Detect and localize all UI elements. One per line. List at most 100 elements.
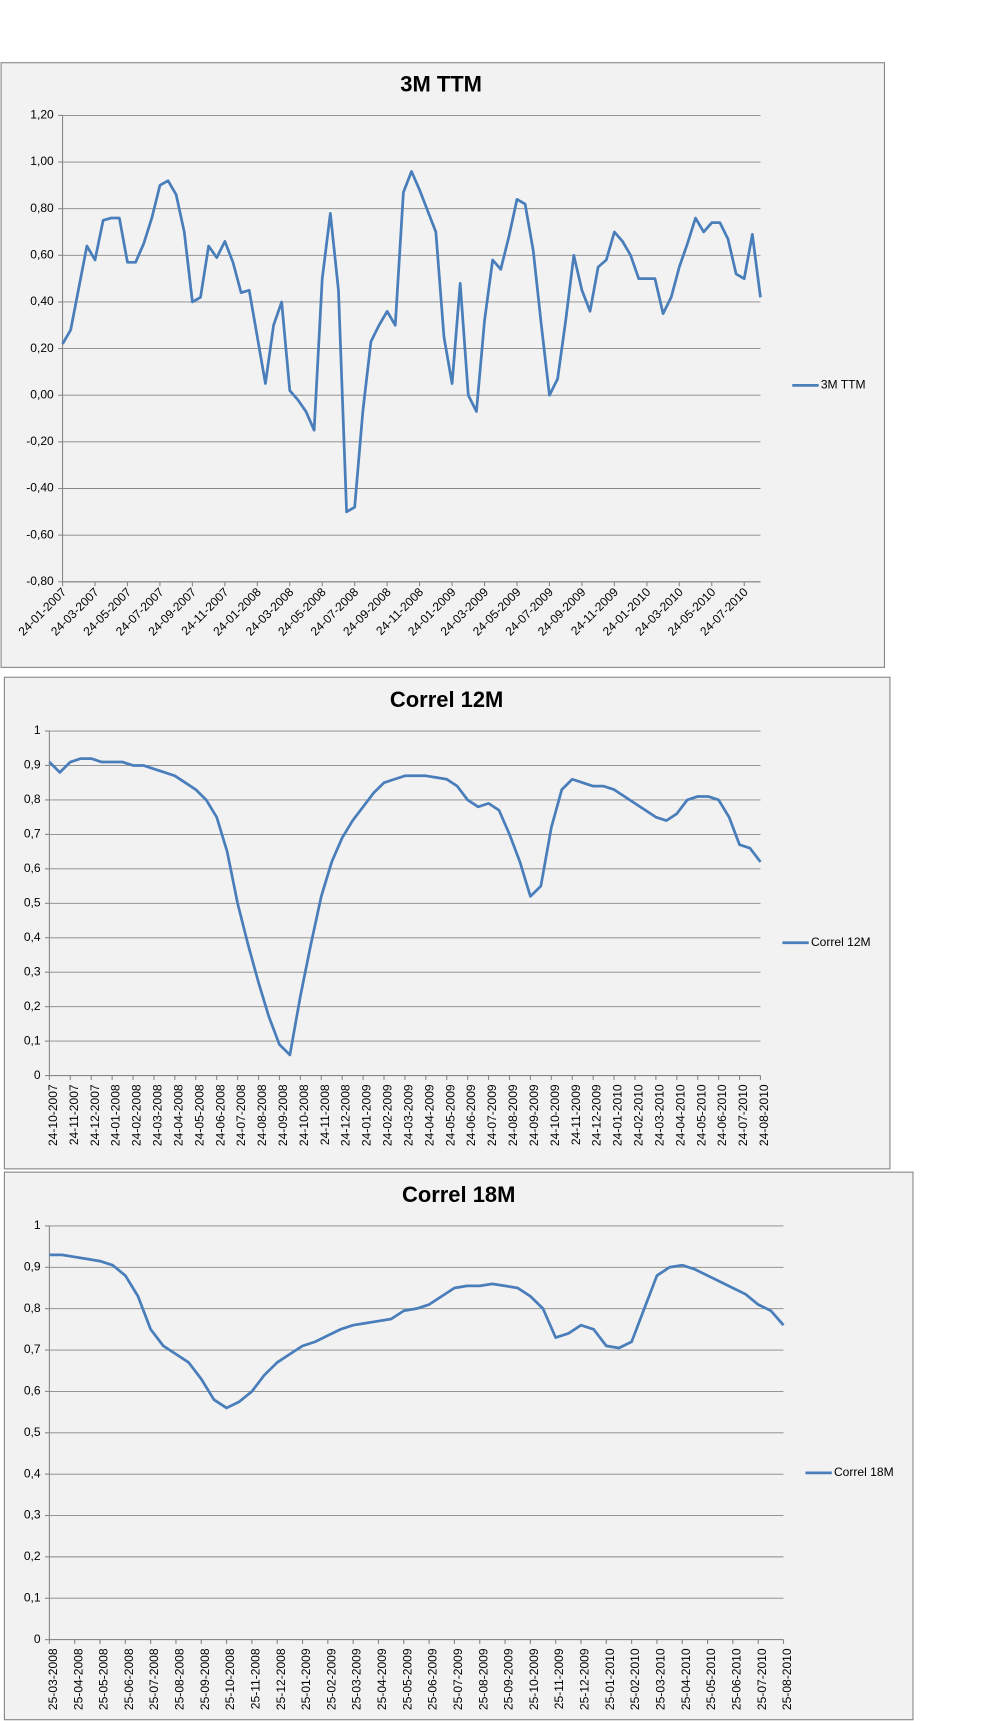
y-tick-label: 0,1	[24, 1033, 41, 1047]
x-tick-label: 25-09-2008	[198, 1648, 212, 1710]
chart: Correl 18M 0 0,1 0,2 0,3 0,4 0,5 0,6 0,7 0,8 0,9 1 2…	[3, 1171, 914, 1721]
chart: 3M TTM 1,20 1,00 0,80 0,60 0,40 0,20 0,00 -0,20 -…	[0, 62, 886, 668]
chart-area	[0, 62, 886, 668]
y-tick-label: 0	[34, 1068, 41, 1082]
x-tick-label: 25-01-2009	[299, 1648, 313, 1710]
x-tick-label: 24-02-2008	[130, 1084, 144, 1146]
x-tick-label: 24-01-2009	[360, 1084, 374, 1146]
x-tick-label: 25-04-2010	[679, 1648, 693, 1710]
x-tick-label: 25-10-2009	[527, 1648, 541, 1710]
x-tick-label: 25-03-2009	[350, 1648, 364, 1710]
x-tick-label: 24-01-2008	[109, 1084, 123, 1146]
x-tick-label: 25-04-2009	[375, 1648, 389, 1710]
y-tick-label: 0,3	[24, 964, 41, 978]
chart-title: Correl 12M	[390, 687, 503, 712]
y-tick-label: 0,20	[30, 341, 54, 355]
y-tick-label: 0,00	[30, 387, 54, 401]
x-tick-label: 25-09-2009	[502, 1648, 516, 1710]
x-tick-label: 25-01-2010	[603, 1648, 617, 1710]
x-tick-label: 24-11-2009	[569, 1084, 583, 1145]
x-tick-label: 25-06-2009	[426, 1648, 440, 1710]
x-tick-label: 24-10-2009	[548, 1084, 562, 1146]
y-tick-label: 0,8	[24, 1301, 41, 1315]
x-tick-label: 25-07-2009	[451, 1648, 465, 1710]
x-tick-label: 25-04-2008	[71, 1648, 85, 1710]
x-tick-label: 24-07-2008	[234, 1084, 248, 1146]
x-tick-label: 25-05-2009	[400, 1648, 414, 1710]
x-tick-label: 24-09-2009	[527, 1084, 541, 1146]
chart-area	[3, 1171, 914, 1721]
x-tick-label: 24-08-2010	[757, 1084, 771, 1146]
x-tick-label: 25-12-2008	[274, 1648, 288, 1710]
x-tick-label: 24-07-2009	[485, 1084, 499, 1146]
y-tick-label: 0,4	[24, 930, 41, 944]
x-tick-label: 25-10-2008	[223, 1648, 237, 1710]
x-tick-label: 24-12-2009	[590, 1084, 604, 1146]
x-tick-label: 24-04-2009	[422, 1084, 436, 1146]
x-tick-label: 24-11-2008	[318, 1084, 332, 1145]
x-tick-label: 24-12-2008	[339, 1084, 353, 1146]
y-tick-label: 0,3	[24, 1508, 41, 1522]
series-line	[48, 757, 762, 1057]
series-line	[61, 169, 762, 514]
legend-label: 3M TTM	[821, 378, 866, 392]
y-tick-label: -0,80	[26, 574, 54, 588]
y-tick-label: -0,60	[26, 527, 54, 541]
y-tick-label: 0,40	[30, 294, 54, 308]
chart-title: Correl 18M	[402, 1182, 515, 1207]
x-tick-label: 25-11-2008	[248, 1648, 262, 1709]
y-tick-label: 0,1	[24, 1590, 41, 1604]
x-tick-label: 24-02-2010	[632, 1084, 646, 1146]
y-tick-label: 0,60	[30, 248, 54, 262]
x-tick-label: 25-08-2008	[173, 1648, 187, 1710]
y-tick-label: 0,8	[24, 792, 41, 806]
y-tick-label: 0,6	[24, 861, 41, 875]
x-tick-label: 24-05-2009	[443, 1084, 457, 1146]
y-tick-label: 0,7	[24, 1342, 41, 1356]
y-tick-label: 0,5	[24, 1425, 41, 1439]
y-tick-label: 1,20	[30, 108, 54, 122]
x-tick-label: 25-11-2009	[552, 1648, 566, 1709]
x-tick-label: 25-02-2010	[628, 1648, 642, 1710]
y-tick-label: 0,5	[24, 895, 41, 909]
y-tick-label: 1,00	[30, 154, 54, 168]
x-tick-label: 24-11-2007	[67, 1084, 81, 1145]
x-tick-label: 24-06-2010	[715, 1084, 729, 1146]
y-tick-label: 0,80	[30, 201, 54, 215]
x-tick-label: 25-05-2010	[704, 1648, 718, 1710]
y-tick-label: 0,9	[24, 758, 41, 772]
y-tick-label: 0,2	[24, 999, 41, 1013]
x-tick-label: 25-05-2008	[97, 1648, 111, 1710]
y-tick-label: 0,6	[24, 1384, 41, 1398]
x-tick-label: 24-08-2008	[255, 1084, 269, 1146]
x-tick-label: 24-02-2009	[381, 1084, 395, 1146]
y-tick-label: -0,20	[26, 434, 54, 448]
x-tick-label: 24-10-2007	[46, 1084, 60, 1146]
x-tick-label: 24-04-2008	[171, 1084, 185, 1146]
x-tick-label: 24-08-2009	[506, 1084, 520, 1146]
y-tick-label: 0	[34, 1632, 41, 1646]
x-tick-label: 25-06-2008	[122, 1648, 136, 1710]
x-tick-label: 25-07-2010	[755, 1648, 769, 1710]
series-line	[49, 1253, 785, 1410]
y-tick-label: 0,9	[24, 1259, 41, 1273]
x-tick-label: 24-05-2008	[192, 1084, 206, 1146]
x-tick-label: 24-09-2008	[276, 1084, 290, 1146]
y-tick-label: 1	[34, 1218, 41, 1232]
x-tick-label: 24-01-2010	[611, 1084, 625, 1146]
x-tick-label: 25-03-2008	[46, 1648, 60, 1710]
x-tick-label: 24-10-2008	[297, 1084, 311, 1146]
chart: Correl 12M 0 0,1 0,2 0,3 0,4 0,5 0,6 0,7 0,8 0,9 1 2…	[3, 676, 891, 1170]
y-tick-label: 0,7	[24, 827, 41, 841]
y-tick-label: -0,40	[26, 481, 54, 495]
x-tick-label: 25-06-2010	[729, 1648, 743, 1710]
x-tick-label: 24-03-2010	[652, 1084, 666, 1146]
x-tick-label: 24-05-2010	[694, 1084, 708, 1146]
y-tick-label: 0,2	[24, 1549, 41, 1563]
x-tick-label: 24-12-2007	[88, 1084, 102, 1146]
x-tick-label: 24-03-2009	[401, 1084, 415, 1146]
x-tick-label: 25-08-2010	[780, 1648, 794, 1710]
x-tick-label: 25-07-2008	[147, 1648, 161, 1710]
x-tick-label: 25-03-2010	[654, 1648, 668, 1710]
